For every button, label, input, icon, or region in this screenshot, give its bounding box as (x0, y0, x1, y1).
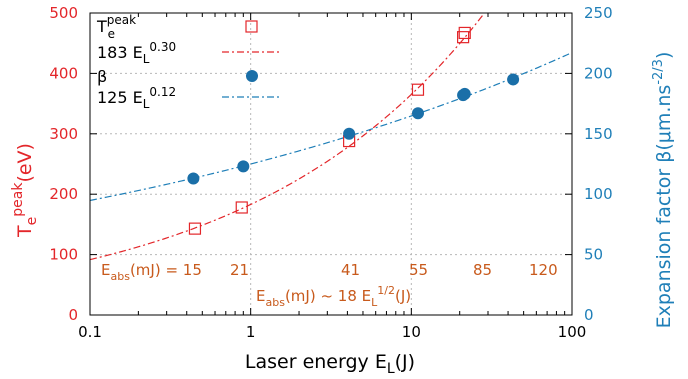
legend-marker-beta (246, 70, 258, 82)
eabs-value-55: 55 (409, 261, 428, 279)
te-peak-point (457, 31, 470, 44)
eabs-value-120: 120 (529, 261, 558, 279)
fit-lines (89, 14, 573, 261)
legend-marker-te-peak (245, 20, 258, 33)
y-right-tick-label: 100 (584, 185, 613, 203)
fit-line-1 (89, 14, 484, 261)
te-peak-point (411, 83, 425, 96)
eabs-relation: Eabs(mJ) ~ 18 EL1/2(J) (256, 284, 411, 309)
left-axis-title: Tepeak(eV) (10, 143, 40, 238)
beta-point (237, 160, 250, 173)
y-left-tick-label: 300 (49, 125, 78, 143)
x-tick-label: 100 (558, 323, 587, 341)
eabs-value-41: 41 (341, 261, 360, 279)
y-left-tick-label: 200 (49, 185, 78, 203)
legend-label-fit-beta: 125 EL0.12 (97, 85, 176, 111)
legend-label-beta: β (97, 67, 107, 86)
plot-frame (89, 12, 573, 316)
beta-point (411, 107, 424, 120)
y-right-tick-label: 200 (584, 64, 613, 82)
te-peak-point (235, 201, 248, 214)
legend-label-te-peak: Tpeak e (96, 13, 136, 41)
y-left-tick-label: 400 (49, 64, 78, 82)
y-right-tick-label: 150 (584, 125, 613, 143)
beta-point (187, 172, 200, 185)
beta-point (343, 127, 356, 140)
x-axis-title: Laser energy EL(J) (245, 351, 415, 377)
eabs-value-85: 85 (473, 261, 492, 279)
te-peak-point (458, 26, 471, 40)
x-tick-label: 10 (402, 323, 421, 341)
eabs-label: Eabs(mJ) = 15 (101, 261, 202, 283)
y-right-tick-label: 50 (584, 246, 603, 264)
beta-point (458, 87, 471, 100)
te-peak-point (188, 222, 202, 235)
legend: Tpeak e 183 EL0.30 β 125 EL0.12 (96, 13, 282, 111)
fit-line-3 (89, 52, 573, 202)
annotations: Eabs(mJ) = 15 21 41 55 85 120 Eabs(mJ) ~… (101, 261, 558, 309)
y-left-tick-label: 0 (68, 306, 78, 324)
legend-label-fit-te: 183 EL0.30 (97, 40, 176, 66)
beta-point (507, 73, 520, 86)
right-axis-title: Expansion factor β(μm.ns-2/3) (651, 52, 675, 329)
eabs-value-21: 21 (230, 261, 249, 279)
y-left-tick-label: 500 (49, 4, 78, 22)
grid (90, 13, 572, 315)
y-right-tick-label: 0 (584, 306, 594, 324)
x-tick-label: 0.1 (78, 323, 102, 341)
data-markers (187, 26, 520, 235)
y-left-tick-label: 100 (49, 246, 78, 264)
y-right-tick-label: 250 (584, 4, 613, 22)
x-tick-label: 1 (246, 323, 256, 341)
